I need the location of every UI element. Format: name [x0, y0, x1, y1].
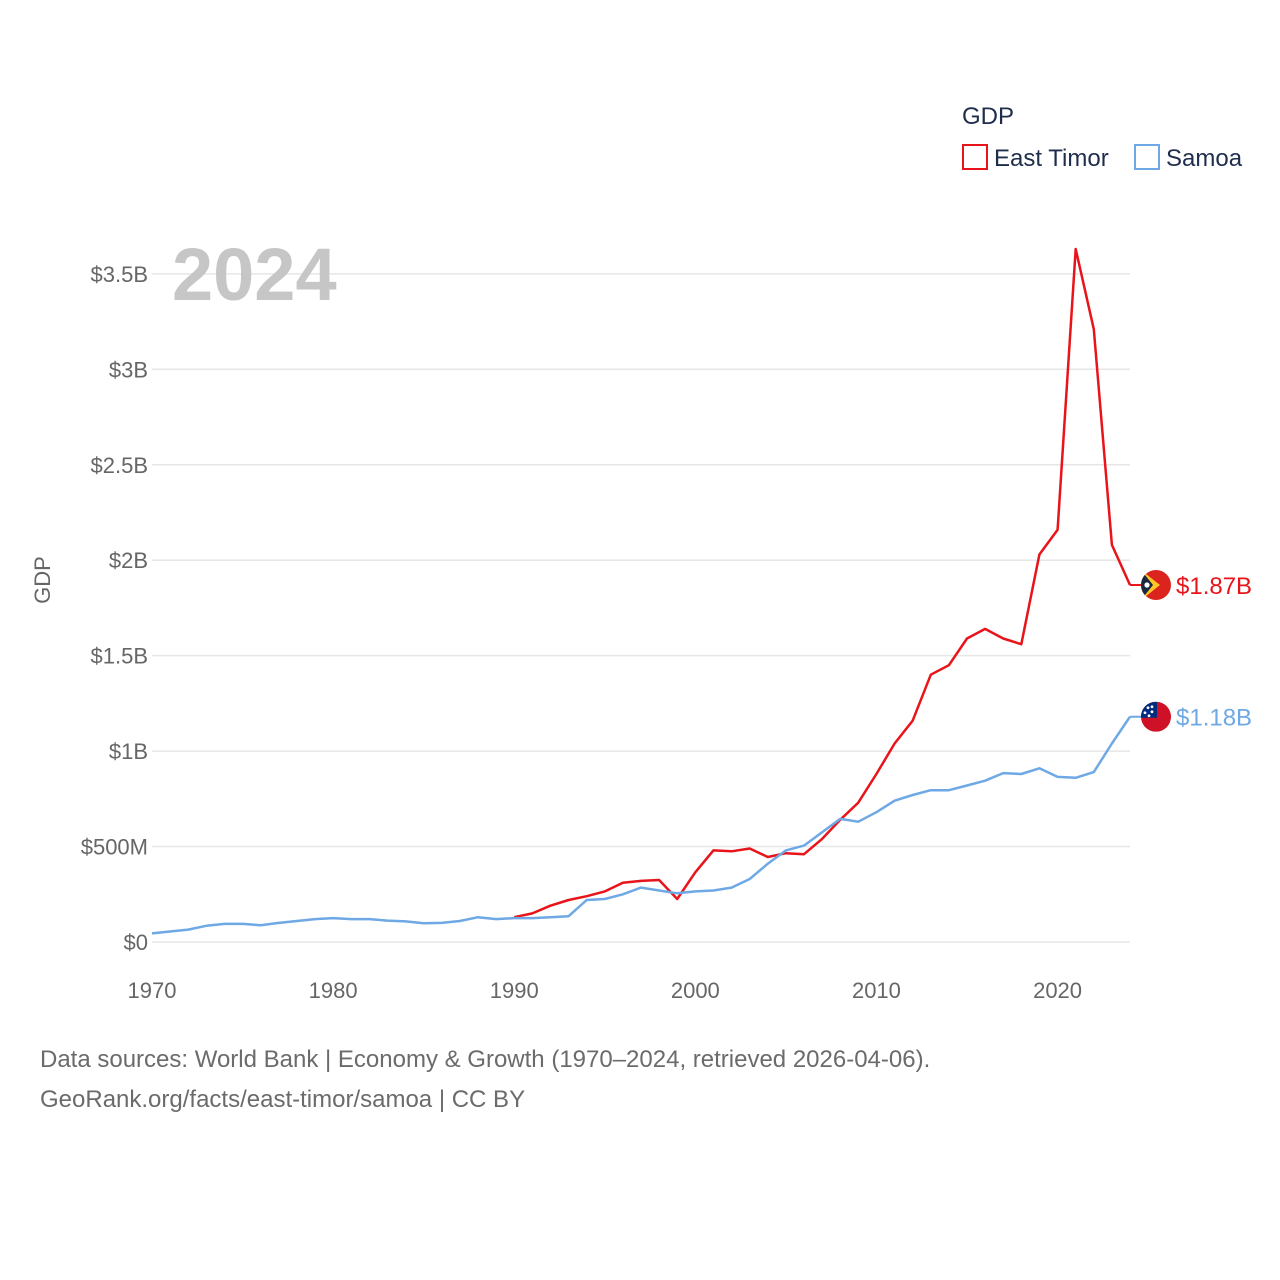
big-year-label: 2024: [172, 233, 337, 316]
x-tick-label: 1970: [128, 978, 177, 1003]
x-axis: 1970 1980 1990 2000 2010 2020: [128, 978, 1083, 1003]
x-tick-label: 2020: [1033, 978, 1082, 1003]
east-timor-flag: [1141, 570, 1171, 601]
legend-swatch-samoa[interactable]: [1134, 144, 1160, 170]
y-axis-title: GDP: [30, 556, 55, 604]
flag-star-icon: [1146, 706, 1150, 710]
series-line-samoa: [151, 716, 1132, 935]
y-tick-label: $3B: [109, 357, 148, 382]
footer: Data sources: World Bank | Economy & Gro…: [40, 1040, 930, 1120]
y-tick-label: $2B: [109, 548, 148, 573]
x-tick-label: 1990: [490, 978, 539, 1003]
y-tick-label: $2.5B: [91, 453, 149, 478]
y-tick-label: $1B: [109, 739, 148, 764]
east-timor-flag-art: [1141, 570, 1171, 601]
legend: GDP East Timor Samoa: [962, 103, 1243, 172]
flag-star-icon: [1150, 710, 1154, 714]
series-lines: [151, 247, 1132, 935]
x-tick-label: 2000: [671, 978, 720, 1003]
y-tick-label: $0: [124, 930, 148, 955]
flag-star-icon: [1144, 582, 1150, 588]
gdp-line-chart: $0 $500M $1B $1.5B $2B $2.5B $3B $3.5B 1970 1980…: [30, 103, 1252, 1003]
end-markers: $1.87B $1.18B: [1130, 570, 1252, 732]
y-axis: $0 $500M $1B $1.5B $2B $2.5B $3B $3.5B: [81, 262, 148, 955]
grid: [152, 273, 1130, 943]
y-tick-label: $3.5B: [91, 262, 149, 287]
series-line-east-timor: [513, 247, 1132, 919]
footer-sources: Data sources: World Bank | Economy & Gro…: [40, 1046, 931, 1073]
legend-label-samoa[interactable]: Samoa: [1166, 145, 1243, 172]
x-tick-label: 2010: [852, 978, 901, 1003]
x-tick-label: 1980: [309, 978, 358, 1003]
end-value-samoa: $1.18B: [1176, 705, 1252, 732]
footer-link[interactable]: GeoRank.org/facts/east-timor/samoa | CC …: [40, 1086, 526, 1113]
flag-star-icon: [1147, 714, 1151, 718]
end-value-east-timor: $1.87B: [1176, 573, 1252, 600]
legend-label-east-timor[interactable]: East Timor: [994, 145, 1109, 172]
flag-star-icon: [1143, 711, 1147, 715]
y-tick-label: $500M: [81, 835, 148, 860]
legend-swatch-east-timor[interactable]: [962, 144, 988, 170]
samoa-flag: [1141, 701, 1171, 732]
samoa-flag-art: [1141, 701, 1171, 732]
y-tick-label: $1.5B: [91, 644, 149, 669]
flag-star-icon: [1150, 705, 1154, 709]
legend-title: GDP: [962, 103, 1014, 130]
